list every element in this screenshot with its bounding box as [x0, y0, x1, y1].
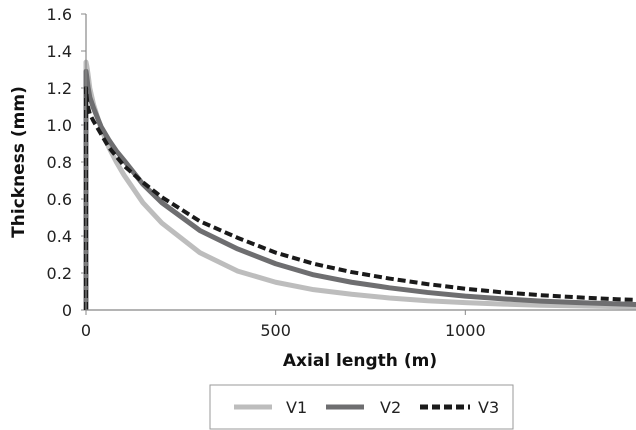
- x-tick-label: 500: [260, 321, 291, 340]
- y-tick-label: 1.2: [47, 79, 72, 98]
- legend-label-v1: V1: [286, 398, 307, 417]
- legend: V1 V2 V3: [209, 384, 514, 430]
- y-tick-label: 0.8: [47, 153, 72, 172]
- y-axis-title: Thickness (mm): [9, 86, 29, 238]
- legend-label-v3: V3: [478, 398, 499, 417]
- y-tick-label: 0: [62, 301, 72, 320]
- y-tick-label: 0.6: [47, 190, 72, 209]
- y-tick-label: 1.6: [47, 5, 72, 24]
- y-tick-label: 0.2: [47, 264, 72, 283]
- legend-label-v2: V2: [380, 398, 401, 417]
- y-tick-label: 1.0: [47, 116, 72, 135]
- series-line-v3: [84, 86, 636, 310]
- series-line-v1: [83, 59, 636, 310]
- x-tick-label: 1000: [445, 321, 486, 340]
- y-tick-label: 0.4: [47, 227, 72, 246]
- series-line-v2: [83, 68, 636, 310]
- x-axis-title: Axial length (m): [283, 351, 437, 371]
- y-tick-label: 1.4: [47, 42, 72, 61]
- x-tick-label: 0: [81, 321, 91, 340]
